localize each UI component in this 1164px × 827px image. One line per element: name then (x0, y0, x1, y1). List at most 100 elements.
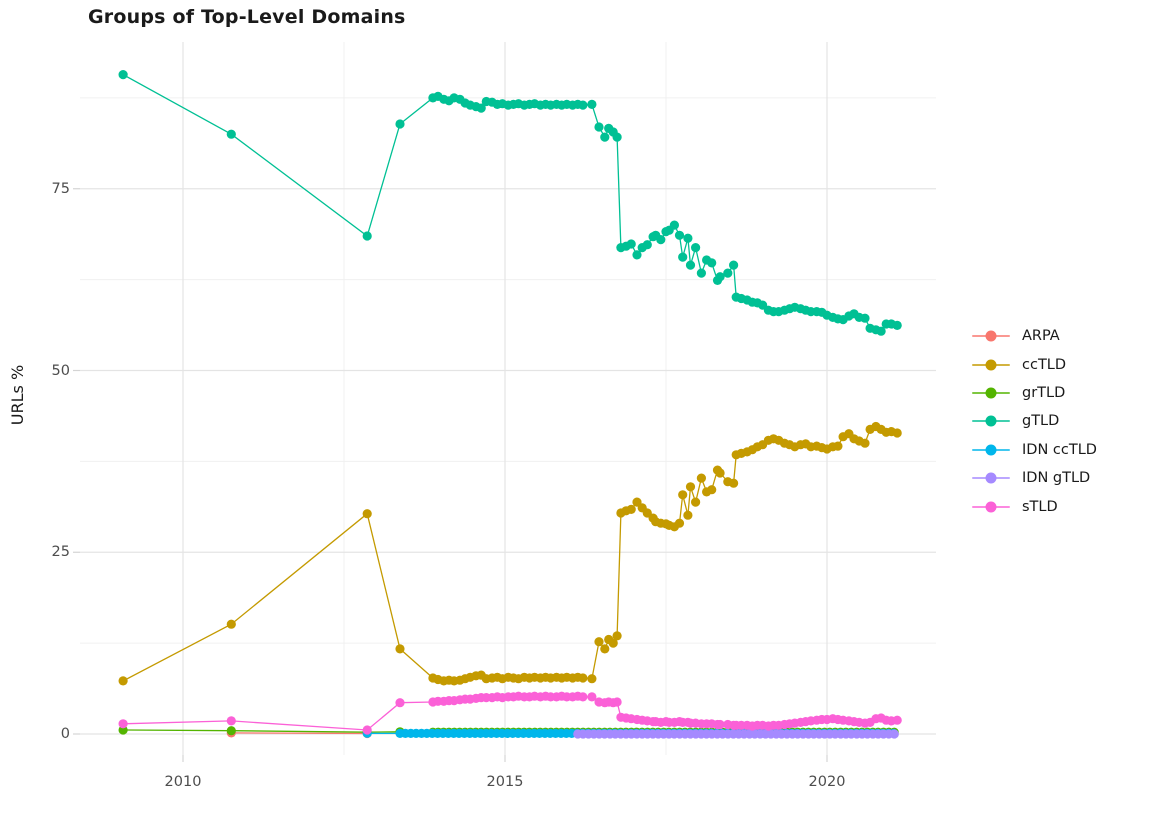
data-point (226, 716, 236, 726)
data-point (587, 692, 597, 702)
y-tick-label: 50 (51, 362, 70, 379)
data-point (612, 132, 622, 142)
data-point (118, 676, 128, 686)
data-point (362, 725, 372, 735)
data-point (685, 260, 696, 270)
legend-item-cctld: ccTLD (972, 350, 1097, 378)
x-tick-label: 2015 (486, 774, 524, 790)
data-point (683, 233, 693, 243)
data-point (587, 674, 597, 684)
data-point (669, 220, 680, 230)
legend-item-gtld: gTLD (972, 407, 1097, 435)
data-point (892, 715, 902, 725)
data-point (707, 485, 717, 495)
data-point (707, 258, 717, 268)
chart-title: Groups of Top-Level Domains (88, 6, 406, 28)
series-arpa (226, 728, 372, 739)
data-point (696, 268, 707, 278)
legend-label: gTLD (1022, 413, 1060, 430)
data-point (833, 441, 843, 451)
series-gtld (118, 70, 902, 336)
legend-key-icon (972, 358, 1010, 372)
legend-label: ARPA (1022, 328, 1060, 345)
series-stld (118, 691, 902, 735)
legend-item-stld: sTLD (972, 492, 1097, 520)
legend-item-idn-cctld: IDN ccTLD (972, 436, 1097, 464)
data-point (723, 268, 733, 278)
x-tick-label: 2020 (808, 774, 846, 790)
data-point (226, 619, 236, 629)
data-point (626, 504, 636, 514)
legend-label: ccTLD (1022, 356, 1067, 373)
data-point (226, 129, 236, 139)
data-point (362, 231, 372, 241)
data-point (656, 235, 666, 245)
data-point (362, 509, 372, 519)
data-point (594, 122, 604, 132)
x-tick-label: 2010 (164, 774, 202, 790)
data-point (118, 719, 128, 729)
data-point (860, 313, 870, 323)
legend-key-icon (972, 329, 1010, 343)
data-point (578, 100, 588, 110)
data-point (632, 250, 642, 260)
y-tick-label: 75 (51, 180, 70, 197)
data-point (696, 473, 707, 483)
data-point (674, 518, 685, 528)
series-line (231, 732, 368, 735)
legend-key-icon (972, 500, 1010, 514)
data-point (860, 438, 870, 448)
data-point (612, 697, 622, 707)
data-point (729, 260, 739, 270)
data-point (395, 644, 405, 654)
data-point (715, 719, 725, 730)
data-point (691, 243, 701, 253)
data-point (892, 320, 902, 330)
legend-key-icon (972, 471, 1010, 485)
data-point (226, 726, 236, 736)
data-point (118, 70, 128, 80)
data-point (685, 482, 696, 492)
legend-label: grTLD (1022, 384, 1066, 401)
data-point (678, 252, 688, 262)
legend: ARPA ccTLD grTLD gTLD IDN ccTLD IDN gTLD sTLD (972, 322, 1097, 521)
data-point (729, 478, 739, 488)
legend-item-arpa: ARPA (972, 322, 1097, 350)
data-point (715, 468, 725, 478)
data-point (612, 631, 622, 641)
data-point (691, 497, 701, 507)
data-point (608, 638, 618, 648)
legend-key-icon (972, 386, 1010, 400)
data-point (594, 637, 604, 647)
data-point (626, 239, 636, 249)
legend-key-icon (972, 443, 1010, 457)
legend-label: IDN ccTLD (1022, 441, 1097, 458)
legend-item-idn-gtld: IDN gTLD (972, 464, 1097, 492)
legend-label: IDN gTLD (1022, 470, 1091, 487)
legend-key-icon (972, 414, 1010, 428)
data-point (578, 692, 588, 702)
data-point (678, 490, 688, 500)
data-point (876, 326, 886, 336)
legend-item-grtld: grTLD (972, 379, 1097, 407)
series-line (122, 74, 898, 332)
y-tick-label: 25 (51, 544, 70, 561)
data-point (476, 103, 486, 113)
data-point (715, 272, 725, 282)
data-point (683, 510, 693, 520)
data-point (642, 240, 652, 250)
series-cctld (118, 421, 902, 686)
data-point (889, 729, 899, 739)
data-point (578, 673, 588, 683)
data-point (587, 99, 597, 109)
legend-label: sTLD (1022, 498, 1058, 515)
data-point (395, 698, 405, 708)
data-point (600, 132, 610, 142)
data-point (600, 644, 610, 654)
series-idn-gtld (573, 729, 899, 739)
data-point (674, 230, 685, 240)
y-tick-label: 0 (60, 726, 70, 742)
data-point (892, 428, 902, 438)
data-point (395, 119, 405, 129)
